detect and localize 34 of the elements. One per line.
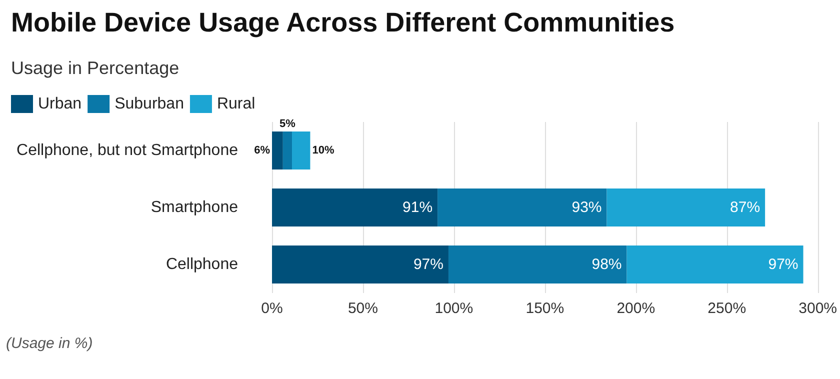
text: (Usage in %) (6, 335, 93, 352)
data-label: 5% (280, 118, 296, 130)
x-tick-label: 200% (616, 300, 656, 317)
bar (272, 246, 448, 284)
data-label: 98% (592, 256, 622, 273)
chart-title: Mobile Device Usage Across Different Communities (11, 8, 675, 38)
y-tick-label: Smartphone (150, 199, 238, 216)
y-tick-label: Cellphone, but not Smartphone (16, 142, 238, 159)
legend-label: Suburban (114, 96, 184, 112)
data-label: 10% (312, 144, 334, 156)
bar (438, 188, 607, 226)
data-label: 93% (572, 199, 602, 216)
data-label: 97% (768, 256, 798, 273)
x-tick-label: 250% (708, 300, 746, 317)
bar (626, 246, 804, 284)
x-tick-label: 50% (348, 300, 378, 317)
x-tick-label: 0% (261, 300, 283, 317)
bar (448, 246, 627, 284)
text: Usage in Percentage (11, 58, 180, 78)
bar (292, 132, 310, 170)
data-label: 87% (730, 199, 760, 216)
legend-label: Urban (38, 96, 82, 112)
x-tick-label: 300% (798, 300, 838, 317)
legend-label: Rural (216, 96, 256, 112)
data-label: 6% (254, 144, 270, 156)
x-tick-label: 150% (526, 300, 564, 317)
x-tick-label: 100% (434, 300, 474, 317)
bar (272, 188, 438, 226)
data-label: 91% (402, 199, 433, 216)
bar (282, 132, 292, 170)
y-tick-label: Cellphone (166, 256, 238, 273)
bar (606, 188, 766, 226)
bar (272, 132, 283, 170)
data-label: 97% (413, 256, 444, 273)
